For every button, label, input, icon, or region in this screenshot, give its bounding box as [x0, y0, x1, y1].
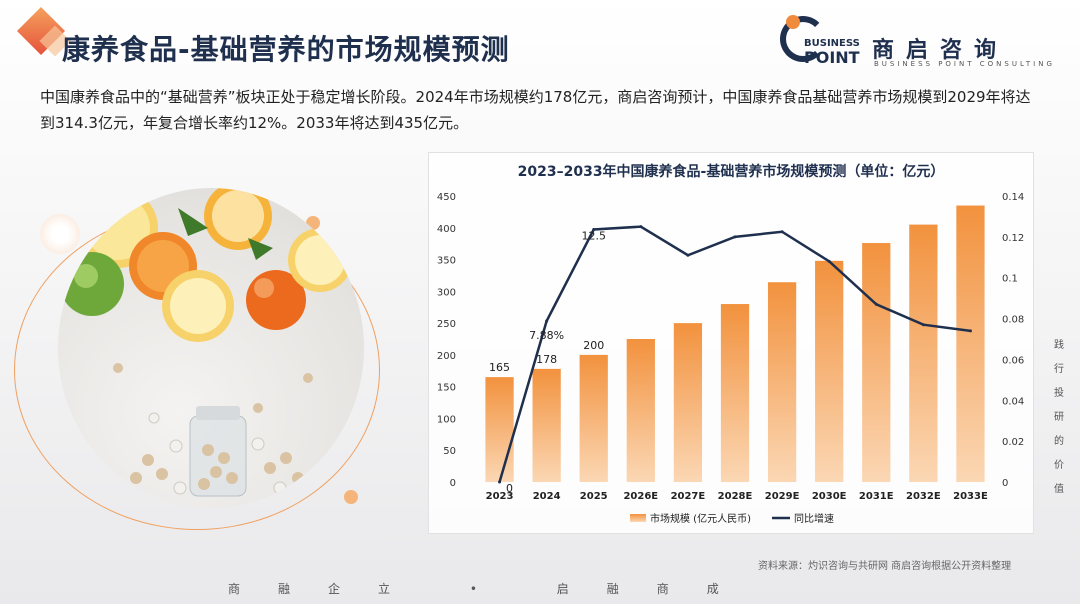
- chart-title: 2023–2033年中国康养食品-基础营养市场规模预测（单位：亿元）: [518, 163, 945, 180]
- right-tick-label: 0: [1002, 478, 1008, 489]
- right-tick-label: 0.08: [1002, 315, 1024, 326]
- side-vertical-slogan: 践行投研的价值: [1054, 340, 1064, 495]
- footer-slogan: 商融企立 • 启融商成: [228, 582, 757, 596]
- bar-data-label: 200: [583, 339, 604, 352]
- bar: [532, 368, 561, 482]
- left-axis-ticks: 0 50 100 150 200 250 300 350 400 450: [437, 192, 456, 489]
- left-tick-label: 100: [437, 414, 456, 425]
- bar: [673, 323, 703, 482]
- left-tick-label: 300: [437, 287, 456, 298]
- orange-slice-inner: [212, 190, 264, 242]
- line-data-labels: 0 7.88% 12.5: [506, 230, 606, 495]
- x-axis-ticks: 2023 2024 2025 2026E 2027E 2028E 2029E 2030E 203…: [486, 491, 988, 502]
- leaf: [248, 238, 273, 260]
- market-size-chart: 2023–2033年中国康养食品-基础营养市场规模预测（单位：亿元） 0 50 10…: [437, 163, 1024, 525]
- citrus-illustration: [60, 188, 352, 497]
- growth-point: [733, 235, 737, 239]
- x-tick-label: 2026E: [623, 491, 658, 502]
- growth-point: [827, 259, 831, 263]
- growth-point: [968, 329, 972, 333]
- bar: [956, 205, 985, 482]
- logo-business-text: BUSINESS: [804, 38, 860, 49]
- bar: [485, 377, 514, 482]
- lime-highlight: [74, 264, 98, 288]
- vitamin-jar-neck: [196, 406, 240, 420]
- x-tick-label: 2027E: [671, 491, 706, 502]
- lemon-slice-inner: [170, 278, 226, 334]
- bar: [767, 282, 797, 482]
- growth-line-series: [498, 225, 972, 484]
- x-tick-label: 2028E: [718, 491, 753, 502]
- x-tick-label: 2030E: [812, 491, 847, 502]
- logo-ring-icon: [780, 16, 826, 62]
- x-tick-label: 2023: [486, 491, 514, 502]
- left-tick-label: 50: [443, 446, 456, 457]
- right-tick-label: 0.04: [1002, 396, 1024, 407]
- x-tick-label: 2032E: [906, 491, 941, 502]
- bar: [909, 224, 938, 482]
- right-axis-ticks: 0 0.02 0.04 0.06 0.08 0.1 0.12 0.14: [1002, 192, 1024, 489]
- bar: [862, 243, 891, 482]
- leaf: [178, 208, 208, 236]
- lemon-slice-inner: [295, 235, 345, 285]
- citrus-vitamins-photo: [58, 188, 364, 508]
- line-data-label: 12.5: [581, 230, 606, 243]
- tablet-pile: [113, 363, 313, 490]
- bar-series: [485, 205, 985, 482]
- bar: [579, 354, 608, 482]
- dot-decoration: [344, 490, 358, 504]
- right-tick-label: 0.06: [1002, 355, 1024, 366]
- right-tick-label: 0.12: [1002, 233, 1024, 244]
- source-note: 资料来源：灼识咨询与共研网 商启咨询根据公开资料整理: [758, 561, 1012, 572]
- growth-point: [921, 323, 925, 327]
- logo-chinese-name: 商启咨询: [872, 38, 1009, 63]
- growth-point: [592, 228, 596, 232]
- left-tick-label: 150: [437, 383, 456, 394]
- page-title: 康养食品-基础营养的市场规模预测: [62, 33, 510, 66]
- tangerine-highlight: [254, 278, 274, 298]
- growth-point: [639, 225, 643, 229]
- line-data-label: 7.88%: [529, 329, 564, 342]
- line-data-label: 0: [506, 482, 513, 495]
- bar: [626, 339, 655, 482]
- left-tick-label: 450: [437, 192, 456, 203]
- logo-english-name: BUSINESS POINT CONSULTING: [874, 60, 1055, 68]
- legend-line-label: 同比增速: [794, 512, 834, 525]
- growth-point: [686, 253, 690, 257]
- bar-data-label: 178: [536, 353, 557, 366]
- chart-legend: 市场规模 (亿元人民币) 同比增速: [630, 512, 834, 525]
- legend-bar-swatch: [630, 514, 646, 522]
- left-tick-label: 0: [450, 478, 456, 489]
- growth-point: [780, 230, 784, 234]
- left-tick-label: 350: [437, 256, 456, 267]
- left-tick-label: 200: [437, 351, 456, 362]
- growth-point: [874, 302, 878, 306]
- x-tick-label: 2033E: [953, 491, 988, 502]
- x-tick-label: 2029E: [765, 491, 800, 502]
- right-tick-label: 0.1: [1002, 274, 1018, 285]
- logo-point-text: POINT: [804, 48, 860, 67]
- bar-data-label: 165: [489, 361, 510, 374]
- x-tick-label: 2024: [533, 491, 561, 502]
- growth-point: [545, 319, 549, 323]
- intro-paragraph: 中国康养食品中的“基础营养”板块正处于稳定增长阶段。2024年市场规模约178亿…: [40, 88, 1031, 132]
- bar-data-labels: 165 178 200: [489, 339, 604, 374]
- bar: [815, 260, 844, 482]
- legend-bar-label: 市场规模 (亿元人民币): [650, 512, 751, 525]
- x-tick-label: 2031E: [859, 491, 894, 502]
- left-tick-label: 400: [437, 224, 456, 235]
- left-tick-label: 250: [437, 319, 456, 330]
- x-tick-label: 2025: [580, 491, 608, 502]
- right-tick-label: 0.14: [1002, 192, 1024, 203]
- bar: [720, 304, 750, 482]
- logo-dot-icon: [786, 15, 800, 29]
- bubble-decoration: [40, 214, 80, 254]
- growth-point: [498, 480, 502, 484]
- right-tick-label: 0.02: [1002, 437, 1024, 448]
- brand-logo: BUSINESS POINT 商启咨询 BUSINESS POINT CONSU…: [780, 14, 1065, 74]
